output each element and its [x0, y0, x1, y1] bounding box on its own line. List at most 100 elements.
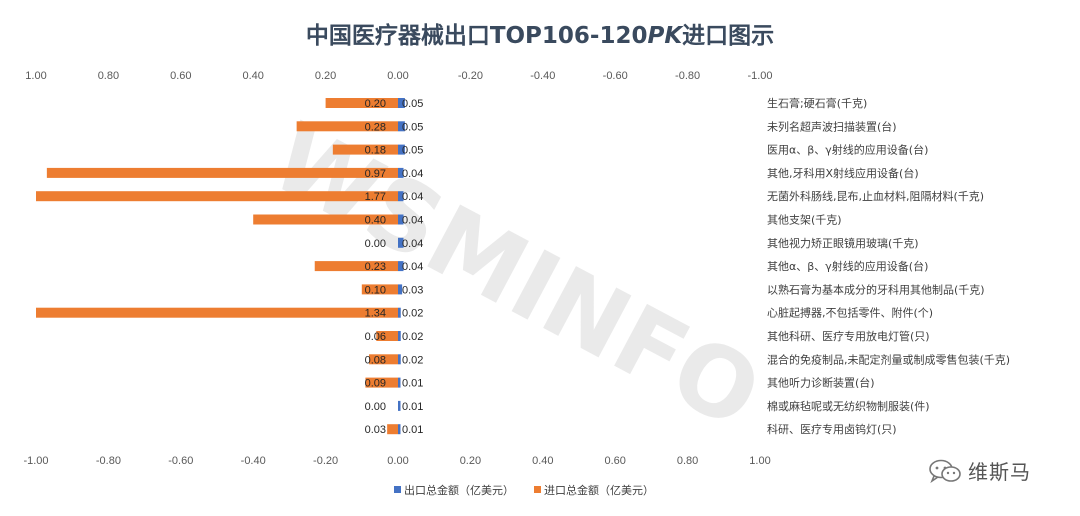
export-data-label: 0.01 [402, 378, 423, 390]
export-data-label: 0.01 [402, 401, 423, 413]
top-tick-label: -1.00 [747, 70, 772, 82]
export-bar [398, 284, 403, 295]
export-data-label: 0.03 [402, 284, 423, 296]
import-bar [314, 261, 398, 272]
import-data-label: 0.10 [365, 284, 386, 296]
export-bar [398, 237, 404, 248]
category-label: 医用α、β、γ射线的应用设备(台) [767, 143, 928, 157]
legend-swatch-export [394, 486, 401, 493]
import-data-label: 0.08 [365, 354, 386, 366]
category-label: 无菌外科肠线,昆布,止血材料,阻隔材料(千克) [767, 189, 984, 203]
export-data-label: 0.04 [402, 215, 423, 227]
category-label: 未列名超声波扫描装置(台) [767, 119, 897, 133]
chart-title-tail: 进口图示 [682, 23, 774, 49]
import-data-label: 0.09 [365, 378, 386, 390]
bottom-tick-label: -0.20 [313, 455, 338, 467]
bar-area: 0.20 0.05 生石膏;硬石膏(千克) 0.28 0.05 未列名超声波扫描装置(台)… [36, 96, 1010, 436]
export-bar [398, 261, 404, 272]
brand-name: 维斯马 [968, 460, 1031, 484]
category-label: 心脏起搏器,不包括零件、附件(个) [767, 306, 933, 320]
chart-title: 中国医疗器械出口TOP106-120PK进口图示 [306, 22, 774, 49]
import-data-label: 1.77 [365, 191, 386, 203]
top-tick-label: 0.20 [315, 70, 336, 82]
export-data-label: 0.04 [402, 191, 423, 203]
export-bar [398, 167, 404, 178]
category-label: 其他视力矫正眼镜用玻璃(千克) [767, 236, 919, 250]
legend-label-export: 出口总金额（亿美元） [404, 483, 514, 497]
legend: 出口总金额（亿美元） 进口总金额（亿美元） [394, 483, 654, 497]
category-label: 其他听力诊断装置(台) [767, 376, 875, 390]
category-label: 其他α、β、γ射线的应用设备(台) [767, 259, 928, 273]
export-bar [398, 377, 401, 388]
top-tick-label: -0.60 [603, 70, 628, 82]
import-data-label: 0.23 [365, 261, 386, 273]
export-bar [398, 400, 401, 411]
import-bar [36, 191, 398, 202]
category-label: 以熟石膏为基本成分的牙科用其他制品(千克) [767, 282, 985, 296]
legend-swatch-import [534, 486, 541, 493]
export-data-label: 0.02 [402, 354, 423, 366]
import-bar [332, 144, 398, 155]
import-data-label: 0.97 [365, 168, 386, 180]
category-label: 科研、医疗专用卤钨灯(只) [767, 422, 897, 436]
wechat-icon [929, 459, 961, 483]
import-data-label: 0.06 [365, 331, 386, 343]
export-data-label: 0.05 [402, 145, 423, 157]
export-bar [398, 144, 405, 155]
legend-label-import: 进口总金额（亿美元） [544, 483, 654, 497]
bottom-tick-label: 0.60 [604, 455, 625, 467]
import-bar [369, 354, 398, 365]
export-data-label: 0.05 [402, 121, 423, 133]
import-bar [387, 424, 398, 435]
import-data-label: 0.03 [365, 424, 386, 436]
top-tick-label: -0.20 [458, 70, 483, 82]
import-data-label: 1.34 [365, 308, 386, 320]
export-data-label: 0.04 [402, 238, 423, 250]
export-bar [398, 214, 404, 225]
bottom-axis: -1.00 -0.80 -0.60 -0.40 -0.20 0.00 0.20 0.40 0.6… [23, 455, 770, 467]
chart-title-pk: PK [647, 23, 684, 49]
export-bar [398, 121, 405, 132]
import-bar [253, 214, 398, 225]
export-data-label: 0.02 [402, 308, 423, 320]
import-bar [46, 167, 399, 178]
chart-title-main: 中国医疗器械出口TOP106-120 [306, 22, 648, 49]
export-data-label: 0.04 [402, 261, 423, 273]
import-bar [36, 307, 398, 318]
category-label: 棉或麻毡呢或无纺织物制服装(件) [767, 399, 930, 413]
top-tick-label: 0.60 [170, 70, 191, 82]
category-label: 其他支架(千克) [767, 214, 842, 227]
top-tick-label: -0.80 [675, 70, 700, 82]
export-bar [398, 354, 401, 365]
bottom-tick-label: -0.80 [96, 455, 121, 467]
bottom-tick-label: 0.80 [677, 455, 698, 467]
category-label: 生石膏;硬石膏(千克) [767, 96, 867, 110]
export-data-label: 0.04 [402, 168, 423, 180]
import-bar [361, 284, 398, 295]
top-axis: 1.00 0.80 0.60 0.40 0.20 0.00 -0.20 -0.40 -0.60 -… [25, 70, 772, 82]
top-tick-label: 0.00 [387, 70, 408, 82]
export-bar [398, 98, 405, 108]
bottom-tick-label: 0.40 [532, 455, 553, 467]
export-bar [398, 191, 404, 202]
import-data-label: 0.18 [365, 145, 386, 157]
import-bar [376, 331, 398, 341]
category-label: 混合的免疫制品,未配定剂量或制成零售包装(千克) [767, 352, 1010, 366]
import-bar [365, 377, 398, 388]
top-tick-label: -0.40 [530, 70, 555, 82]
bottom-tick-label: 1.00 [749, 455, 770, 467]
export-bar [398, 331, 401, 341]
category-label: 其他科研、医疗专用放电灯管(只) [767, 329, 930, 343]
export-data-label: 0.01 [402, 424, 423, 436]
export-data-label: 0.02 [402, 331, 423, 343]
import-data-label: 0.00 [365, 401, 386, 413]
bottom-tick-label: -0.60 [168, 455, 193, 467]
bottom-tick-label: -0.40 [241, 455, 266, 467]
bottom-tick-label: 0.20 [460, 455, 481, 467]
bottom-tick-label: 0.00 [387, 455, 408, 467]
export-bar [398, 307, 401, 318]
import-data-label: 0.00 [365, 238, 386, 250]
import-data-label: 0.40 [365, 215, 386, 227]
import-bar [325, 98, 398, 108]
